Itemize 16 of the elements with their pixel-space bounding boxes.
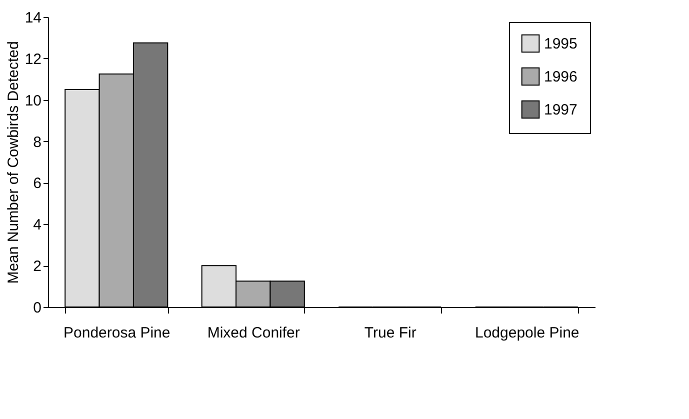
y-tick-label: 10	[24, 92, 42, 110]
y-tick-label: 6	[33, 175, 42, 192]
y-tick-label: 0	[33, 300, 42, 316]
x-tick-label: Mixed Conifer	[207, 324, 300, 342]
y-tick-label: 2	[33, 258, 42, 276]
x-tick-label: Lodgepole Pine	[474, 324, 580, 342]
legend-label: 1997	[544, 102, 578, 118]
legend-label: 1995	[544, 36, 578, 52]
x-tick-label: Ponderosa Pine	[64, 324, 170, 342]
legend-label: 1996	[544, 68, 578, 86]
x-tick-label: True Fir	[364, 324, 416, 342]
y-axis-title: Mean Number of Cowbirds Detected	[4, 41, 22, 284]
y-tick-label: 4	[33, 216, 42, 234]
y-tick-label: 8	[33, 134, 42, 151]
y-tick-label: 14	[24, 10, 42, 26]
y-tick-label: 12	[24, 50, 42, 68]
